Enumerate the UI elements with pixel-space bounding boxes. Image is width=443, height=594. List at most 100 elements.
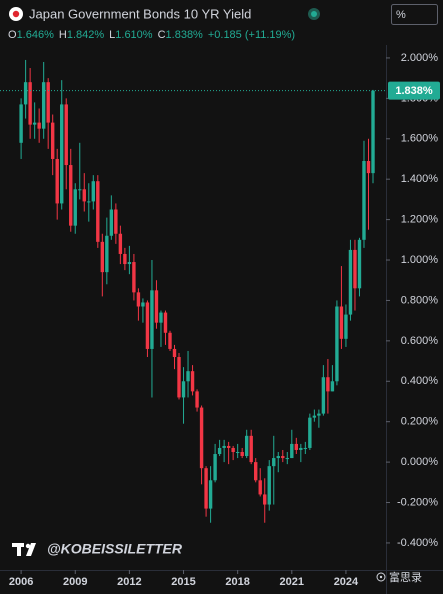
ohlc-value: 1.610% <box>115 29 153 41</box>
candle-body <box>290 443 294 459</box>
y-tick-label: -0.400% <box>397 537 438 549</box>
watermark-logo <box>12 543 36 556</box>
candle-body <box>285 458 289 460</box>
change: +0.185 (+11.19%) <box>208 29 295 41</box>
candle-body <box>344 314 348 339</box>
x-tick-label: 2018 <box>225 576 249 588</box>
candle-body <box>141 302 145 307</box>
y-tick-label: 1.200% <box>401 214 439 226</box>
status-dot <box>311 11 317 17</box>
candle-body <box>73 189 77 226</box>
candle-body <box>123 253 127 265</box>
candle-body <box>50 122 55 159</box>
y-tick-label: 0.000% <box>401 456 439 468</box>
candle-body <box>312 415 317 418</box>
candle-body <box>69 165 73 226</box>
candle-body <box>231 447 235 453</box>
ohlc-key: O <box>8 29 17 41</box>
source-icon <box>376 572 386 582</box>
candle-body <box>163 312 168 333</box>
watermark: @KOBEISSILETTER <box>47 541 183 557</box>
candle-body <box>100 241 105 273</box>
candle-body <box>244 435 249 457</box>
candle-body <box>28 82 32 125</box>
candle-body <box>348 249 353 315</box>
y-tick-label: 2.000% <box>401 52 439 64</box>
candle-body <box>240 452 244 457</box>
candle-body <box>254 462 258 481</box>
candle-body <box>82 189 86 202</box>
candle-body <box>127 262 132 265</box>
y-tick-label: 0.200% <box>401 416 439 428</box>
candle-body <box>258 480 262 495</box>
candle-body <box>32 122 37 125</box>
candle-body <box>105 235 109 273</box>
candle-body <box>172 348 177 358</box>
candle-body <box>64 104 68 166</box>
unit-label[interactable]: % <box>396 9 406 21</box>
y-tick-label: 0.800% <box>401 294 439 306</box>
y-tick-label: -0.200% <box>397 496 438 508</box>
candle-body <box>114 209 118 234</box>
candle-body <box>330 381 335 392</box>
x-tick-label: 2012 <box>117 576 141 588</box>
chart-title: Japan Government Bonds 10 YR Yield <box>29 6 251 21</box>
ohlc-value: 1.646% <box>17 29 55 41</box>
candle-body <box>60 104 64 204</box>
candle-body <box>96 181 100 242</box>
candle-body <box>37 122 41 129</box>
candle-body <box>118 233 123 254</box>
x-tick-label: 2006 <box>9 576 33 588</box>
ohlc-key: L <box>109 29 115 41</box>
candle-body <box>353 249 357 289</box>
y-tick-label: 1.600% <box>401 133 439 145</box>
candle-body <box>55 158 59 204</box>
y-tick-label: 1.400% <box>401 173 439 185</box>
candle-body <box>204 468 208 509</box>
last-price-label: 1.838% <box>395 85 433 97</box>
candle-body <box>132 262 136 293</box>
candle-body <box>177 357 181 398</box>
x-tick-label: 2009 <box>63 576 87 588</box>
candle-body <box>154 290 159 323</box>
candle-body <box>136 292 141 307</box>
candle-body <box>46 82 50 123</box>
candle-body <box>303 447 308 449</box>
candle-body <box>357 239 362 289</box>
candle-body <box>186 371 190 382</box>
candle-body <box>321 377 326 414</box>
candle-body <box>190 371 195 392</box>
candle-body <box>217 447 222 455</box>
candle-body <box>362 160 366 240</box>
candle-body <box>249 435 253 463</box>
candle-body <box>308 417 312 448</box>
y-tick-label: 0.600% <box>401 335 439 347</box>
candle-body <box>299 447 303 450</box>
candle-body <box>294 443 299 450</box>
candle-body <box>263 494 267 505</box>
candle-body <box>195 391 199 408</box>
x-tick-label: 2021 <box>280 576 304 588</box>
x-tick-label: 2024 <box>334 576 359 588</box>
ohlc-key: H <box>59 29 67 41</box>
candle-body <box>281 456 285 459</box>
candle-body <box>235 452 240 454</box>
candle-body <box>272 458 276 467</box>
candle-body <box>267 466 271 505</box>
candle-body <box>371 90 375 174</box>
candle-body <box>276 456 280 459</box>
unit-button[interactable] <box>391 4 438 25</box>
candle-body <box>366 160 371 174</box>
y-tick-label: 1.000% <box>401 254 439 266</box>
candle-body <box>181 381 186 398</box>
candle-body <box>19 104 23 143</box>
candle-body <box>23 82 28 105</box>
ohlc-value: 1.842% <box>67 29 105 41</box>
candle-body <box>150 290 154 349</box>
candle-body <box>208 480 213 509</box>
candle-body <box>317 413 321 416</box>
x-tick-label: 2015 <box>171 576 195 588</box>
flag-dot <box>12 10 20 18</box>
